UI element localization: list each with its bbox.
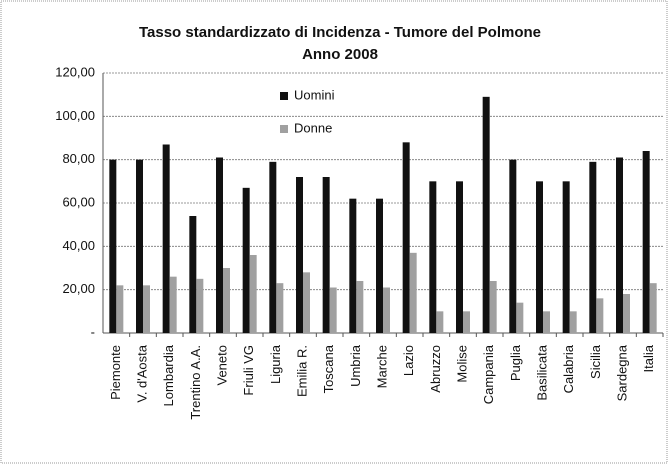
legend-swatch	[280, 125, 288, 133]
bar	[349, 198, 357, 333]
x-tick-label: Piemonte	[108, 345, 123, 400]
bar	[109, 159, 117, 333]
bar	[596, 298, 604, 333]
x-tick-label: Lombardia	[161, 344, 176, 406]
bar	[116, 285, 124, 333]
bar	[136, 159, 143, 333]
bar	[189, 216, 197, 333]
bar	[276, 283, 284, 333]
bar	[249, 255, 257, 333]
bar	[536, 181, 543, 333]
y-tick-label: 40,00	[62, 238, 95, 253]
bar	[516, 302, 524, 333]
x-tick-label: Campania	[481, 344, 496, 404]
y-tick-label: 80,00	[62, 151, 95, 166]
bar	[456, 181, 463, 333]
x-tick-label: Puglia	[508, 344, 523, 381]
bar	[402, 142, 410, 333]
bar	[242, 187, 250, 333]
y-tick-label: -	[91, 324, 95, 339]
x-tick-label: Toscana	[321, 344, 336, 393]
x-tick-label: Sicilia	[588, 344, 603, 379]
x-tick-label: Basilicata	[534, 344, 549, 400]
bar	[436, 311, 444, 333]
legend-swatch	[280, 92, 288, 100]
bar	[429, 181, 437, 333]
bar	[623, 294, 630, 333]
bar	[616, 157, 623, 333]
y-tick-label: 60,00	[62, 194, 95, 209]
bar	[569, 311, 577, 333]
bar	[162, 144, 170, 333]
x-tick-label: Sardegna	[614, 344, 629, 401]
x-tick-label: Calabria	[561, 344, 576, 393]
bar	[303, 272, 310, 333]
bar	[296, 177, 303, 333]
y-tick-label: 100,00	[55, 108, 95, 123]
bar	[196, 278, 204, 333]
bar	[642, 151, 650, 333]
bar	[409, 252, 417, 333]
bar	[649, 283, 657, 333]
bar	[356, 281, 364, 333]
y-tick-label: 120,00	[55, 64, 95, 79]
bar	[223, 268, 230, 333]
bar	[322, 177, 330, 333]
x-tick-label: Lazio	[401, 345, 416, 376]
x-tick-label: Italia	[641, 344, 656, 372]
x-tick-label: Veneto	[214, 345, 229, 386]
x-tick-label: Liguria	[268, 344, 283, 384]
x-tick-label: Abruzzo	[428, 345, 443, 393]
legend-label: Uomini	[294, 87, 335, 102]
x-tick-label: Molise	[454, 345, 469, 383]
bar	[509, 159, 517, 333]
bar	[329, 287, 337, 333]
legend-label: Donne	[294, 120, 332, 135]
bar	[463, 311, 470, 333]
x-tick-label: V. d'Aosta	[134, 344, 149, 402]
bar	[143, 285, 150, 333]
bar	[482, 96, 490, 333]
y-tick-label: 20,00	[62, 281, 95, 296]
bar	[489, 281, 497, 333]
x-tick-label: Umbria	[348, 344, 363, 387]
chart-title: Tasso standardizzato di Incidenza - Tumo…	[139, 24, 541, 41]
bar	[269, 161, 277, 333]
bar	[562, 181, 570, 333]
bar	[376, 198, 383, 333]
x-tick-label: Marche	[374, 345, 389, 388]
bar	[169, 276, 177, 333]
bar	[589, 161, 597, 333]
bar	[383, 287, 390, 333]
x-tick-label: Emilia R.	[294, 345, 309, 397]
x-tick-label: Friuli VG	[241, 345, 256, 396]
x-tick-label: Trentino A.A.	[188, 345, 203, 420]
bar	[216, 157, 223, 333]
chart-subtitle: Anno 2008	[302, 46, 378, 63]
bar	[543, 311, 550, 333]
